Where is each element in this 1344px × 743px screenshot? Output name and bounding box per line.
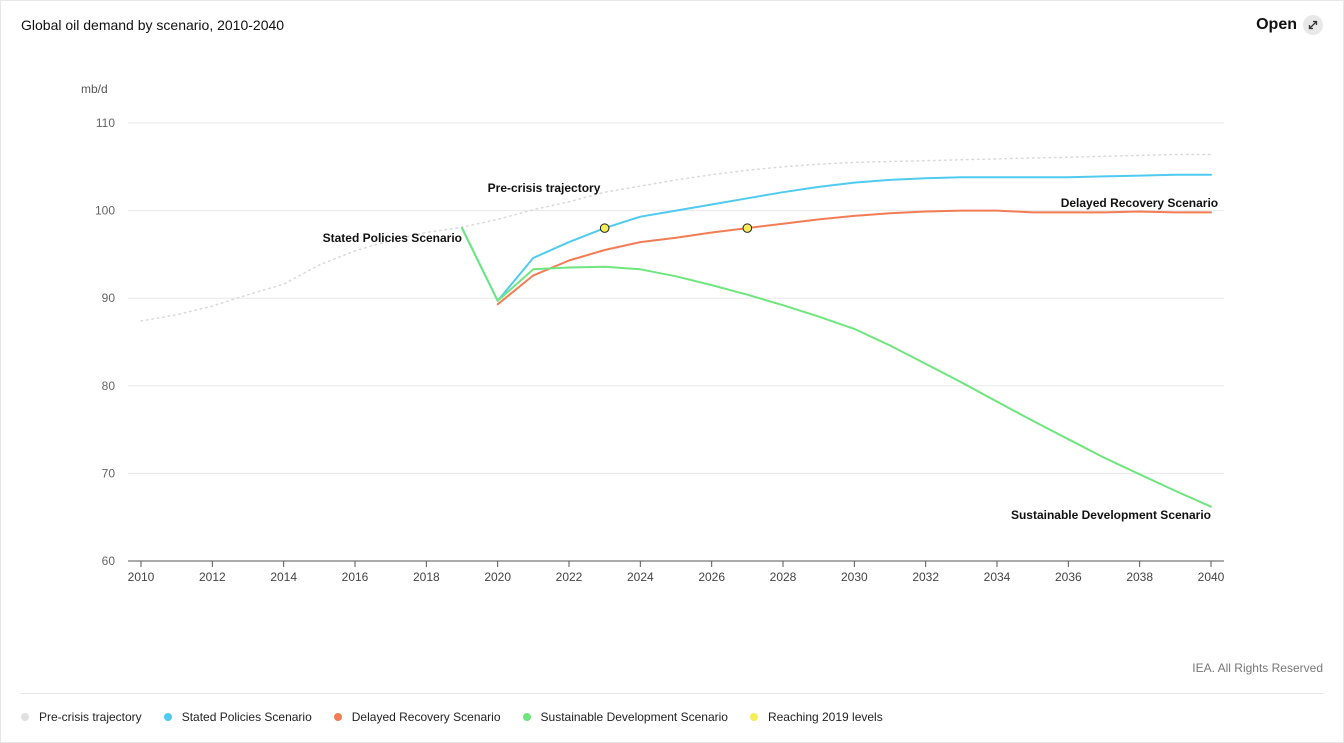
- series-label-delayed-recovery-scenario: Delayed Recovery Scenario: [1061, 196, 1218, 210]
- legend-label-pre-crisis-trajectory: Pre-crisis trajectory: [39, 710, 142, 724]
- y-tick-label-80: 80: [102, 379, 116, 393]
- y-tick-label-110: 110: [96, 116, 115, 130]
- x-tick-label-2012: 2012: [199, 570, 226, 584]
- series-label-stated-policies-scenario: Stated Policies Scenario: [323, 231, 462, 245]
- x-tick-label-2040: 2040: [1198, 570, 1225, 584]
- chart-legend: Pre-crisis trajectory Stated Policies Sce…: [21, 710, 905, 724]
- series-line-pre-crisis-trajectory: [140, 153, 1212, 322]
- x-tick-label-2014: 2014: [270, 570, 297, 584]
- series-label-pre-crisis-trajectory: Pre-crisis trajectory: [488, 181, 601, 195]
- y-axis-unit-label: mb/d: [81, 82, 108, 96]
- x-tick-label-2018: 2018: [413, 570, 440, 584]
- y-tick-label-70: 70: [102, 466, 116, 480]
- legend-dot-reaching-2019-levels: [749, 713, 758, 721]
- series-label-sustainable-development-scenario: Sustainable Development Scenario: [1011, 508, 1211, 522]
- legend-dot-sustainable-development-scenario: [522, 713, 531, 721]
- series-line-stated-policies-scenario: [461, 173, 1212, 302]
- legend-item-sustainable-development-scenario[interactable]: Sustainable Development Scenario: [522, 710, 728, 724]
- legend-label-sustainable-development-scenario: Sustainable Development Scenario: [540, 710, 728, 724]
- legend-item-reaching-2019-levels[interactable]: Reaching 2019 levels: [749, 710, 883, 724]
- legend-label-stated-policies-scenario: Stated Policies Scenario: [181, 710, 312, 724]
- copyright-credit: IEA. All Rights Reserved: [1192, 661, 1323, 675]
- legend-item-delayed-recovery-scenario[interactable]: Delayed Recovery Scenario: [333, 710, 501, 724]
- legend-dot-stated-policies-scenario: [163, 713, 172, 721]
- marker-reaching-2019-levels-2027: [742, 223, 753, 233]
- x-tick-label-2022: 2022: [556, 570, 583, 584]
- x-tick-label-2028: 2028: [770, 570, 797, 584]
- x-tick-label-2024: 2024: [627, 570, 654, 584]
- marker-reaching-2019-levels-2023: [599, 223, 610, 233]
- legend-item-pre-crisis-trajectory[interactable]: Pre-crisis trajectory: [21, 710, 142, 724]
- x-tick-label-2032: 2032: [912, 570, 939, 584]
- expand-arrows-icon: [1303, 15, 1323, 35]
- legend-label-reaching-2019-levels: Reaching 2019 levels: [767, 710, 883, 724]
- legend-label-delayed-recovery-scenario: Delayed Recovery Scenario: [351, 710, 501, 724]
- legend-item-stated-policies-scenario[interactable]: Stated Policies Scenario: [163, 710, 312, 724]
- x-tick-label-2030: 2030: [841, 570, 868, 584]
- legend-divider: [21, 693, 1323, 694]
- series-line-delayed-recovery-scenario: [496, 209, 1212, 306]
- x-tick-label-2016: 2016: [342, 570, 369, 584]
- x-tick-label-2020: 2020: [484, 570, 511, 584]
- x-tick-label-2010: 2010: [128, 570, 155, 584]
- open-button[interactable]: Open: [1256, 15, 1323, 35]
- x-tick-label-2034: 2034: [984, 570, 1011, 584]
- series-line-sustainable-development-scenario: [461, 227, 1212, 508]
- x-tick-label-2036: 2036: [1055, 570, 1082, 584]
- y-tick-label-60: 60: [102, 554, 116, 568]
- open-button-label: Open: [1256, 16, 1297, 33]
- chart-title: Global oil demand by scenario, 2010-2040: [21, 17, 285, 33]
- x-tick-label-2026: 2026: [698, 570, 725, 584]
- y-tick-label-90: 90: [102, 291, 116, 305]
- legend-dot-pre-crisis-trajectory: [21, 713, 29, 721]
- x-tick-label-2038: 2038: [1126, 570, 1153, 584]
- legend-dot-delayed-recovery-scenario: [333, 713, 342, 721]
- y-tick-label-100: 100: [95, 204, 115, 218]
